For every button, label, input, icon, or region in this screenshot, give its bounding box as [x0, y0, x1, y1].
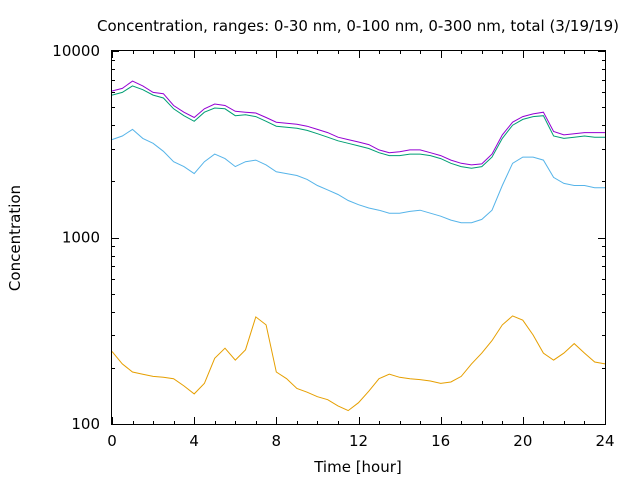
- chart-title: Concentration, ranges: 0-30 nm, 0-100 nm…: [97, 17, 619, 35]
- x-tick-label: 0: [107, 432, 117, 450]
- y-axis-title: Concentration: [6, 185, 24, 291]
- y-tick-label: 10000: [52, 42, 100, 60]
- series-line-1: [111, 315, 606, 412]
- x-tick-label: 12: [349, 432, 368, 450]
- x-axis-title: Time [hour]: [313, 458, 402, 476]
- series-line-4: [111, 80, 605, 166]
- plot-area: [111, 80, 606, 412]
- x-tick-label: 4: [189, 432, 199, 450]
- x-tick-label: 8: [272, 432, 282, 450]
- axis-tick-labels: 0 4 8 12 16 20 24 100 1000 10000: [52, 42, 614, 450]
- x-tick-label: 20: [513, 432, 532, 450]
- plot-frame: [111, 50, 606, 425]
- axis-ticks: [112, 51, 606, 425]
- y-tick-label: 100: [71, 415, 100, 433]
- series-line-3: [111, 85, 605, 169]
- x-tick-label: 24: [595, 432, 614, 450]
- x-tick-label: 16: [431, 432, 450, 450]
- y-tick-label: 1000: [62, 229, 100, 247]
- series-line-2: [111, 128, 605, 224]
